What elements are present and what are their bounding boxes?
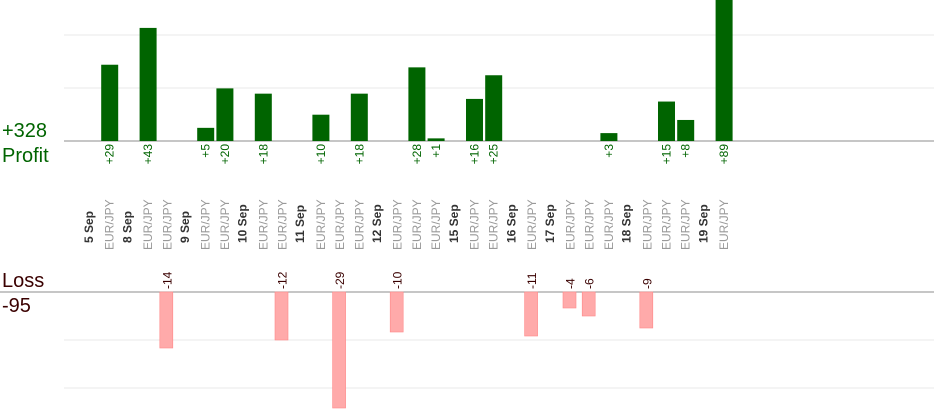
profit-value-label: +8 — [679, 144, 693, 158]
loss-bar — [332, 291, 346, 409]
profit-total: +328 — [2, 120, 48, 142]
profit-label: Profit — [2, 145, 49, 167]
pair-label: EUR/JPY — [391, 199, 405, 250]
pair-label: EUR/JPY — [564, 199, 578, 250]
pair-label: EUR/JPY — [660, 199, 674, 250]
loss-label: Loss — [2, 270, 45, 292]
profit-value-label: +18 — [256, 144, 270, 165]
profit-bar — [254, 93, 272, 141]
date-label: 10 Sep — [236, 204, 250, 243]
profit-value-label: +25 — [487, 144, 501, 165]
loss-value-label: -6 — [583, 278, 597, 289]
pair-label: EUR/JPY — [103, 199, 117, 250]
profit-bar — [139, 27, 157, 141]
date-label: 18 Sep — [620, 204, 634, 243]
loss-value-label: -12 — [276, 271, 290, 289]
loss-value-label: -9 — [640, 278, 654, 289]
pair-label: EUR/JPY — [218, 199, 232, 250]
pair-label: EUR/JPY — [717, 199, 731, 250]
loss-bar — [524, 291, 538, 337]
date-label: 8 Sep — [120, 211, 134, 243]
profit-value-label: +18 — [352, 144, 366, 165]
date-label: 19 Sep — [696, 204, 710, 243]
profit-bar — [658, 101, 675, 141]
loss-value-label: -4 — [564, 278, 578, 289]
date-label: 16 Sep — [504, 204, 518, 243]
pair-label: EUR/JPY — [333, 199, 347, 250]
profit-value-label: +43 — [141, 144, 155, 165]
profit-value-label: +20 — [218, 144, 232, 165]
profit-bar — [466, 98, 483, 141]
profit-value-label: +5 — [199, 144, 213, 158]
date-label: 11 Sep — [293, 205, 307, 243]
pair-label: EUR/JPY — [199, 199, 213, 250]
loss-value-label: -29 — [333, 271, 347, 289]
profit-bar — [216, 88, 234, 141]
loss-bar — [389, 291, 404, 333]
pair-label: EUR/JPY — [256, 199, 270, 250]
pair-label: EUR/JPY — [429, 199, 443, 250]
loss-value-label: -11 — [525, 272, 539, 289]
profit-value-label: +89 — [717, 144, 731, 165]
loss-bar — [639, 291, 654, 329]
profit-bar — [408, 67, 426, 141]
pair-label: EUR/JPY — [602, 199, 616, 250]
profit-bar — [427, 138, 445, 141]
pair-label: EUR/JPY — [141, 199, 155, 250]
pair-label: EUR/JPY — [276, 199, 290, 250]
profit-bar — [600, 133, 618, 141]
date-label: 5 Sep — [82, 211, 96, 243]
profit-bar — [350, 93, 368, 141]
pair-label: EUR/JPY — [640, 199, 654, 250]
date-label: 9 Sep — [178, 211, 192, 243]
pair-label: EUR/JPY — [410, 199, 424, 250]
loss-bar — [581, 291, 596, 317]
profit-bar — [485, 75, 503, 141]
profit-value-label: +3 — [602, 144, 616, 158]
profit-value-label: +16 — [468, 144, 482, 165]
date-label: 12 Sep — [370, 204, 384, 243]
loss-value-label: -14 — [160, 271, 174, 289]
pair-label: EUR/JPY — [583, 199, 597, 250]
profit-bar — [715, 0, 733, 141]
pair-label: EUR/JPY — [468, 199, 482, 250]
profit-value-label: +15 — [660, 144, 674, 165]
loss-bar — [159, 291, 174, 349]
loss-value-label: -10 — [391, 271, 405, 289]
pair-label: EUR/JPY — [314, 199, 328, 250]
pair-label: EUR/JPY — [525, 199, 539, 250]
profit-value-label: +28 — [410, 144, 424, 165]
profit-value-label: +1 — [429, 144, 443, 158]
date-label: 17 Sep — [543, 204, 557, 243]
date-label: 15 Sep — [447, 204, 461, 243]
loss-bar — [274, 291, 289, 341]
loss-bar — [562, 291, 577, 309]
pair-label: EUR/JPY — [487, 199, 501, 250]
pair-label: EUR/JPY — [679, 199, 693, 250]
pair-label: EUR/JPY — [352, 199, 366, 250]
profit-bar — [677, 119, 695, 141]
profit-bar — [197, 127, 215, 141]
profit-value-label: +29 — [103, 144, 117, 165]
profit-bar — [101, 64, 119, 141]
profit-bar — [312, 114, 330, 141]
profit-value-label: +10 — [314, 144, 328, 165]
loss-total: -95 — [2, 295, 31, 317]
pair-label: EUR/JPY — [160, 199, 174, 250]
